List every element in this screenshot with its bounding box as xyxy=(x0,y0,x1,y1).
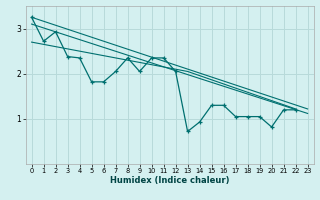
X-axis label: Humidex (Indice chaleur): Humidex (Indice chaleur) xyxy=(110,176,229,185)
